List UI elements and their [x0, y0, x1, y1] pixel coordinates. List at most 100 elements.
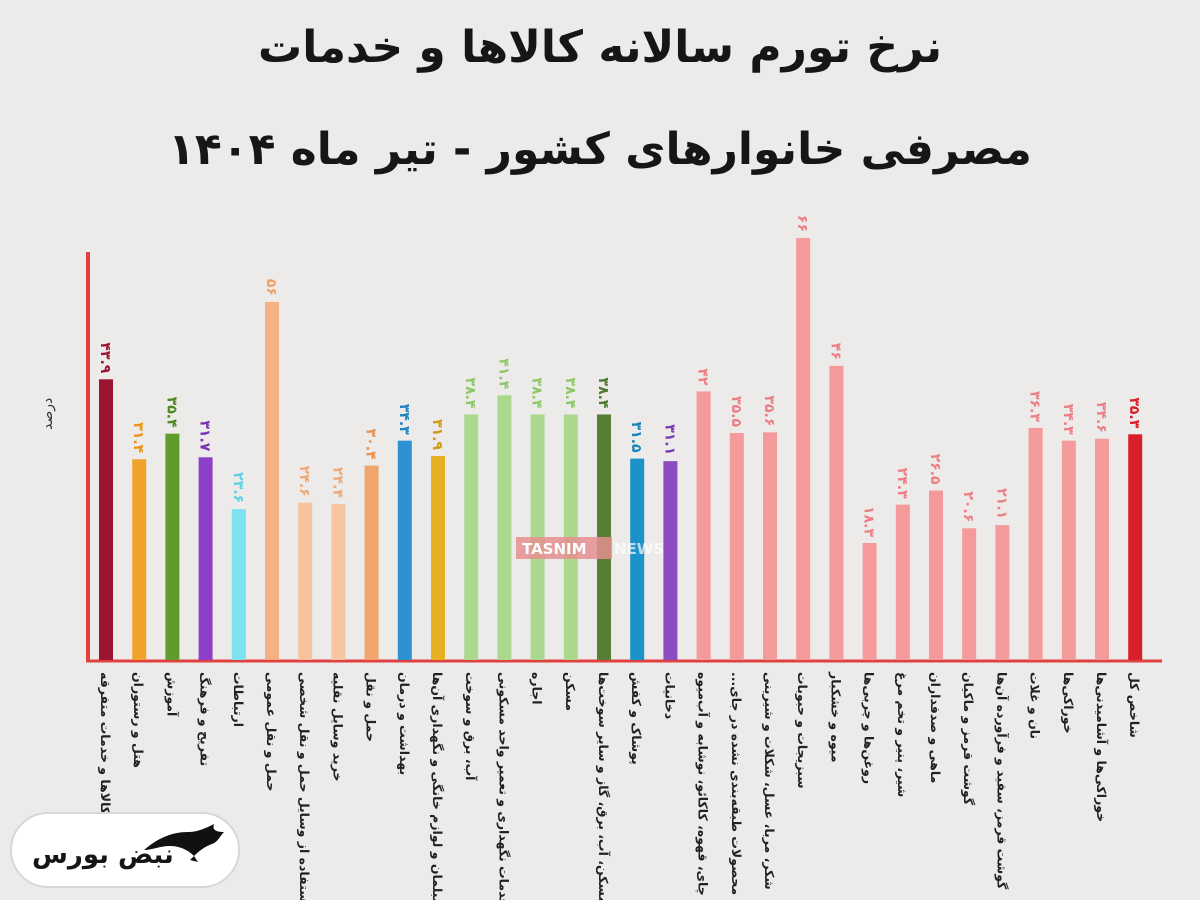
- category-label: مسکن: [563, 672, 578, 711]
- category-label: نان و غلات: [1028, 672, 1043, 739]
- bar-value-label: ۴۶: [827, 343, 843, 360]
- bar: [729, 433, 744, 660]
- bar-value-label: ۳۸.۴: [529, 378, 545, 409]
- category-label: چای، قهوه، کاکائو، نوشابه و آب‌میوه: [696, 672, 711, 896]
- bar-value-label: ۳۱.۱: [661, 424, 677, 455]
- category-label: ماهی و صدفداران: [928, 672, 943, 783]
- category-label: آموزش: [164, 672, 179, 717]
- bar: [231, 509, 246, 660]
- bar-value-label: ۳۱.۷: [197, 420, 213, 451]
- bar: [995, 525, 1010, 660]
- bar-value-label: ۳۱.۹: [429, 419, 445, 450]
- bar: [796, 238, 811, 660]
- bull-icon: [144, 824, 224, 862]
- category-label: آب، برق و سوخت: [463, 672, 478, 781]
- bar: [1095, 438, 1109, 660]
- bar-value-label: ۳۵.۵: [728, 396, 744, 427]
- bar: [132, 459, 147, 660]
- bar: [265, 301, 279, 660]
- category-label: محصولات طبقه‌بندی نشده در جای...: [729, 672, 744, 895]
- watermark-text-news: NEWS: [614, 540, 664, 558]
- bar-value-label: ۳۱.۵: [628, 422, 644, 453]
- bar-value-label: ۲۴.۴: [329, 467, 345, 498]
- bar-value-label: ۱۸.۳: [861, 506, 877, 537]
- bar-value-label: ۲۴.۶: [296, 466, 312, 497]
- bar-value-label: ۳۴.۶: [1093, 402, 1109, 433]
- category-label: سبزیجات و حبوبات: [795, 672, 810, 789]
- bar: [331, 503, 346, 660]
- bar-value-label: ۴۳.۹: [97, 342, 113, 373]
- bar: [962, 528, 977, 660]
- category-label: کالاها و خدمات متفرقه: [98, 672, 113, 815]
- category-label: روغن‌ها و چربی‌ها: [862, 672, 877, 784]
- category-label: دخانیات: [662, 672, 677, 719]
- bar: [497, 395, 512, 660]
- bar-value-label: ۴۲: [695, 368, 711, 386]
- bar: [165, 433, 180, 660]
- bar-value-label: ۳۸.۴: [595, 378, 611, 409]
- bar: [763, 432, 777, 660]
- watermark-text: TASNIM: [522, 540, 587, 558]
- category-label: تفریح و فرهنگ: [198, 672, 213, 766]
- category-label: ارتباطات: [231, 672, 246, 727]
- bar-value-label: ۶۶: [794, 215, 810, 232]
- bar-value-label: ۳۴.۳: [1060, 404, 1076, 435]
- bar-value-label: ۳۶.۳: [1027, 391, 1043, 422]
- bar-value-label: ۲۴.۳: [894, 468, 910, 499]
- bar-value-label: ۳۵.۴: [163, 397, 179, 428]
- bar: [663, 461, 678, 660]
- category-label: اجاره: [530, 672, 545, 705]
- bar: [99, 379, 113, 660]
- category-label: بهداشت و درمان: [397, 672, 412, 775]
- bar: [895, 504, 910, 660]
- bar: [431, 456, 445, 660]
- bar-value-label: ۳۱.۴: [130, 422, 146, 453]
- bar: [364, 465, 379, 660]
- category-label: هتل و رستوران: [131, 672, 146, 768]
- category-label: شیر، پنیر و تخم مرغ: [895, 672, 910, 797]
- category-label: خرید وسایل نقلیه: [330, 672, 345, 782]
- bar-value-label: ۳۵.۳: [1126, 397, 1142, 428]
- category-label: شاخص کل: [1127, 672, 1142, 738]
- bar: [862, 542, 877, 660]
- category-label: حمل و نقل: [364, 672, 379, 742]
- category-label: میوه و خشکبار: [828, 671, 843, 763]
- bar-value-label: ۳۸.۴: [462, 378, 478, 409]
- bar: [829, 365, 844, 660]
- bar: [464, 414, 479, 660]
- bar-value-label: ۵۶: [263, 279, 279, 296]
- category-label: خوراکی‌ها: [1061, 672, 1076, 734]
- bar-value-label: ۲۶.۵: [927, 454, 943, 485]
- bar: [198, 457, 213, 660]
- bar-value-label: ۲۳.۶: [230, 472, 246, 503]
- bar-value-label: ۴۱.۴: [495, 358, 511, 389]
- category-label: خدمات نگهداری و تعمیر واحد مسکونی: [496, 672, 511, 900]
- bar-value-label: ۳۵.۶: [761, 395, 777, 426]
- bar: [1061, 440, 1076, 660]
- chart-title-line1: نرخ تورم سالانه کالاها و خدمات: [258, 22, 942, 73]
- bar-value-label: ۳۸.۴: [562, 378, 578, 409]
- watermark-box: [516, 537, 612, 559]
- category-label: خوراکی‌ها و آشامیدنی‌ها: [1094, 672, 1109, 822]
- category-label: شکر، مربا، عسل، شکلات و شیرینی: [762, 672, 777, 890]
- category-label: پوشاک و کفش: [629, 672, 644, 765]
- bar: [696, 391, 711, 660]
- bar-value-label: ۲۰.۶: [960, 491, 976, 522]
- brand-logo: نبض بورس: [10, 812, 240, 888]
- category-label: گوشت قرمز، سفید و فرآورده آن‌ها: [994, 672, 1009, 890]
- bar: [1128, 434, 1143, 660]
- logo-text: نبض بورس: [32, 840, 174, 870]
- bar-value-label: ۳۴.۳: [396, 404, 412, 435]
- category-label: مسکن، آب، برق، گاز و سایر سوخت‌ها: [596, 672, 611, 900]
- bar: [929, 490, 943, 660]
- bar-value-label: ۳۰.۴: [363, 429, 379, 460]
- bar: [397, 440, 412, 660]
- category-label: استفاده از وسایل حمل و نقل شخصی: [297, 672, 312, 900]
- chart-title-line2: مصرفی خانوارهای کشور - تیر ماه ۱۴۰۴: [168, 124, 1032, 175]
- category-label: مبلمان و لوازم خانگی و نگهداری آن‌ها: [429, 672, 445, 900]
- bar-value-label: ۲۱.۱: [993, 488, 1009, 519]
- category-label: حمل و نقل عمومی: [264, 672, 279, 791]
- bar: [630, 458, 645, 660]
- category-label: گوشت قرمز و ماکیان: [961, 672, 976, 806]
